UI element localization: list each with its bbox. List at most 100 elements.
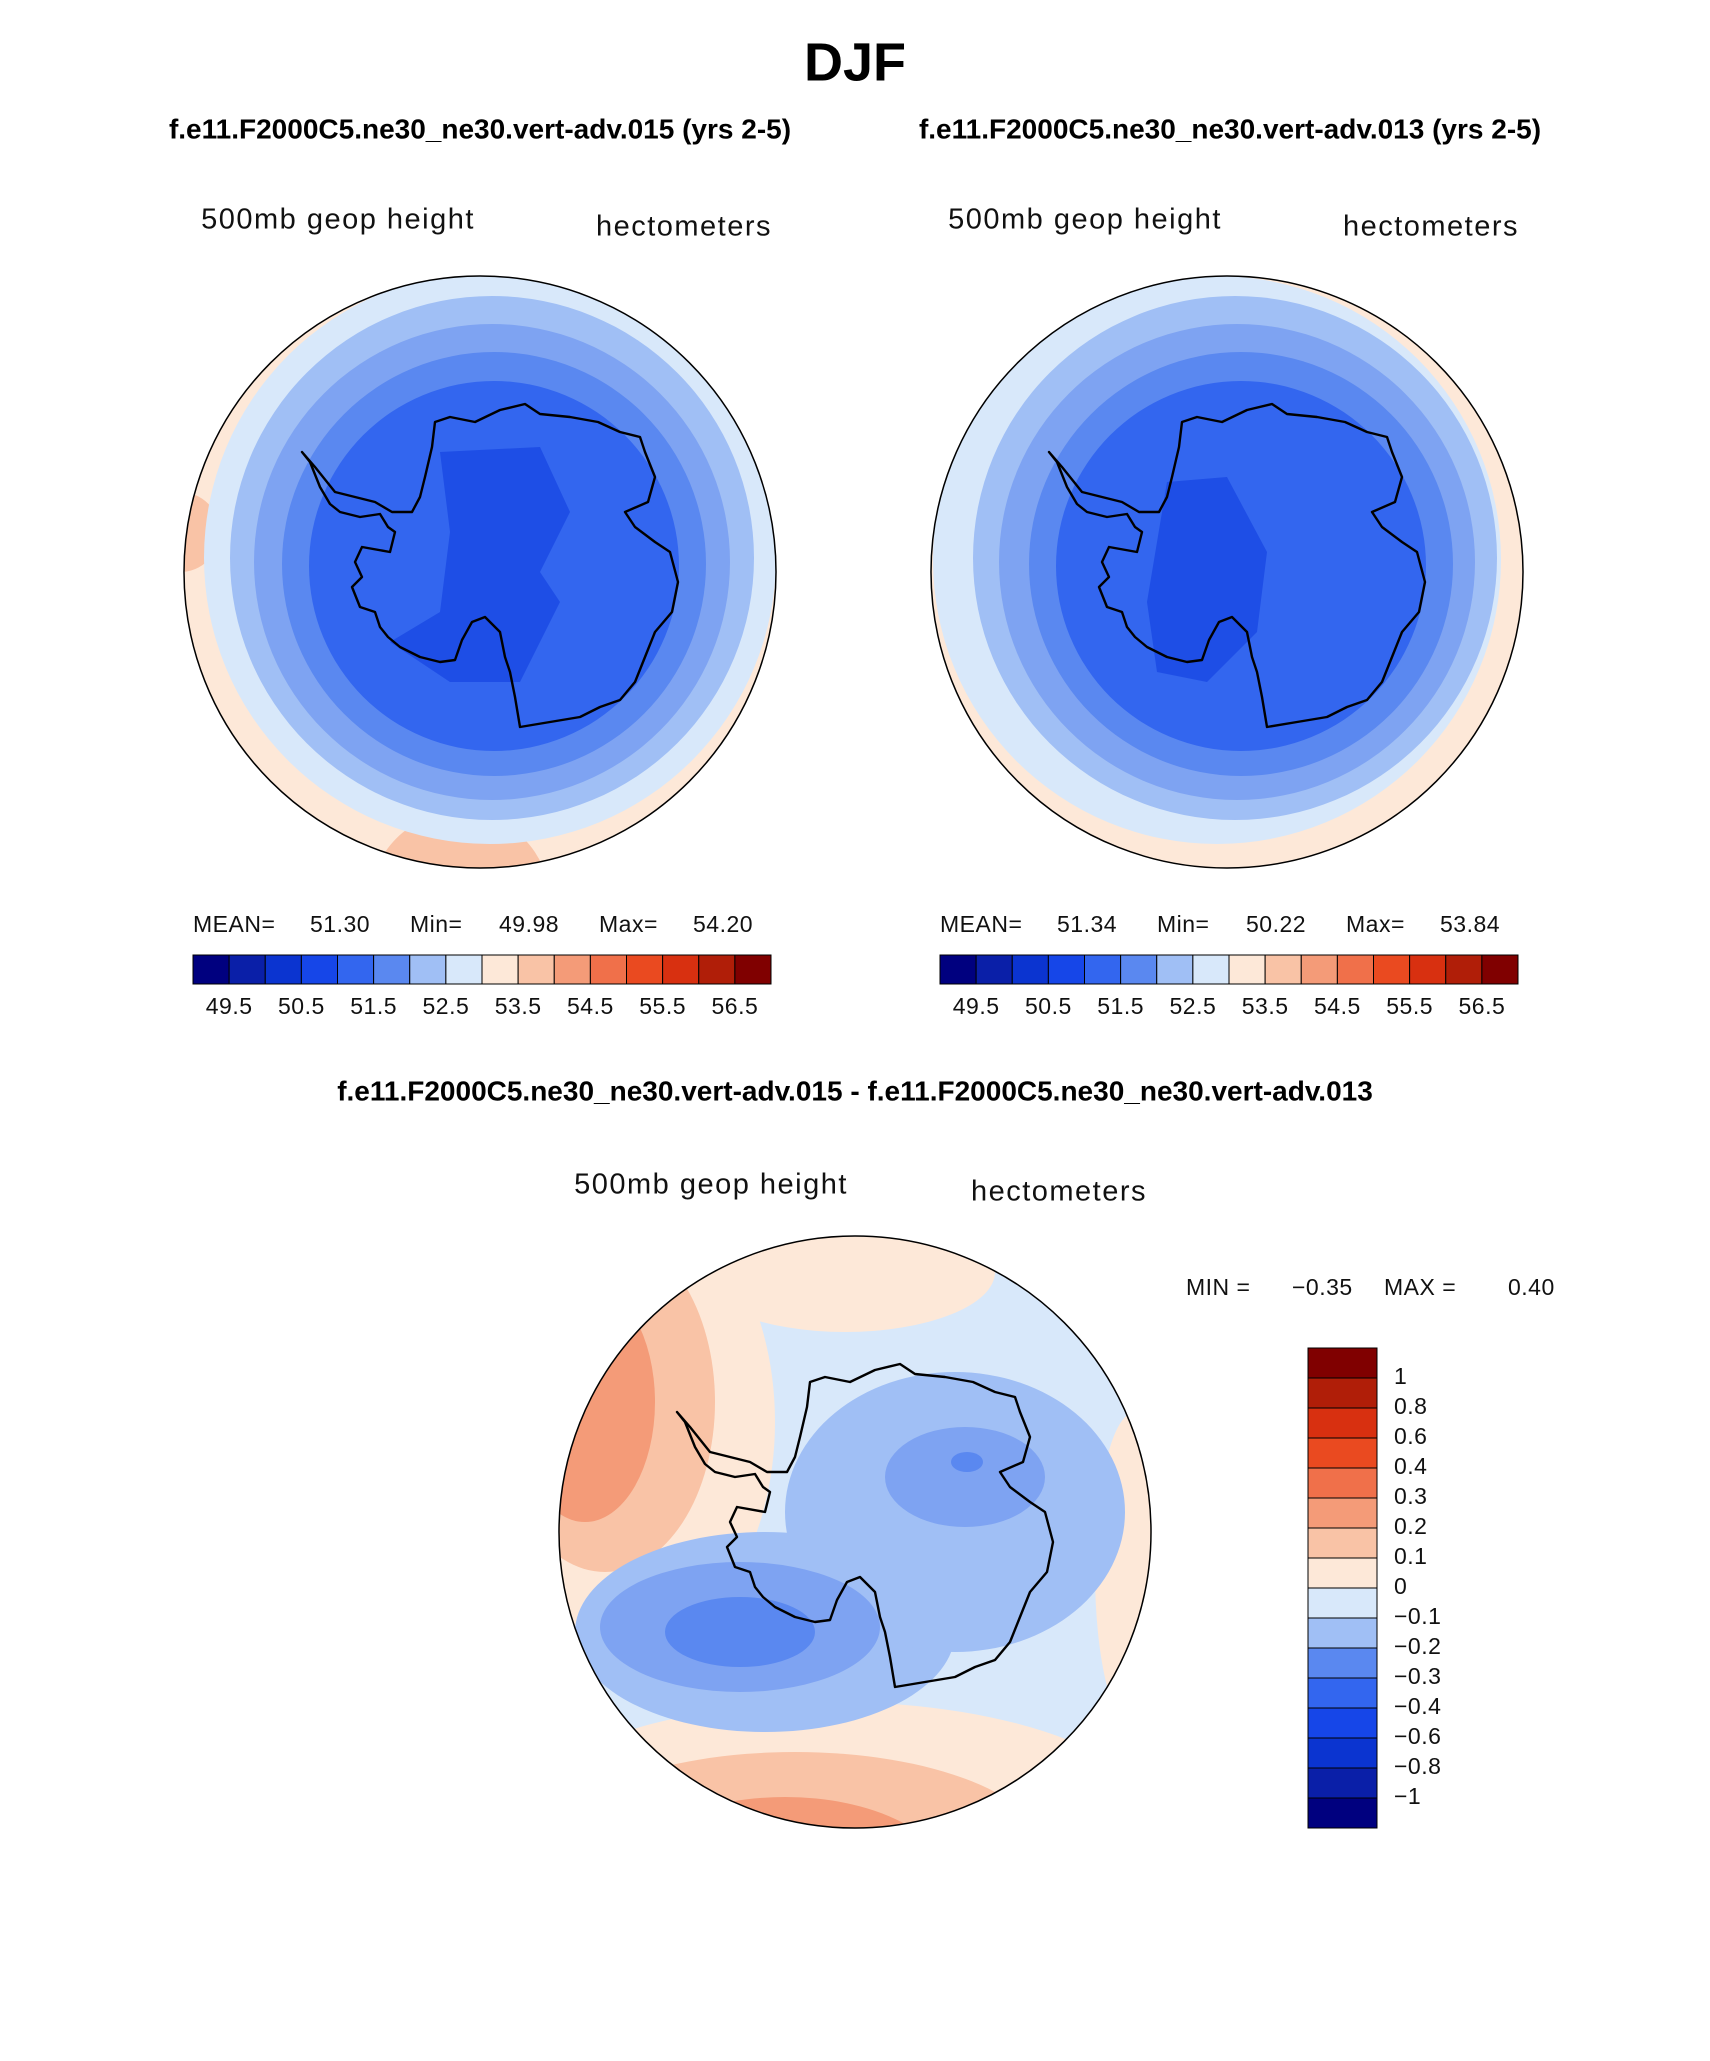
colorbar-label: 49.5 <box>953 993 1000 1019</box>
colorbar-box <box>1011 954 1049 985</box>
colorbar-label: 56.5 <box>1458 993 1505 1019</box>
stat-label: Max= <box>599 911 658 937</box>
colorbar-box <box>1307 1677 1378 1709</box>
figure-title: DJF <box>804 32 906 92</box>
stat-value: 51.30 <box>310 911 370 937</box>
colorbar-box <box>1307 1407 1378 1439</box>
colorbar-label: 50.5 <box>1025 993 1072 1019</box>
colorbar-box <box>1156 954 1194 985</box>
colorbar-label: 49.5 <box>206 993 253 1019</box>
colorbar-label: 0.2 <box>1394 1513 1427 1539</box>
colorbar-label: 50.5 <box>278 993 325 1019</box>
colorbar-label: 0.6 <box>1394 1423 1427 1449</box>
field-label: 500mb geop height <box>948 204 1222 236</box>
colorbar-box <box>1307 1377 1378 1409</box>
colorbar-label: 0.3 <box>1394 1483 1427 1509</box>
colorbar-box <box>1307 1737 1378 1769</box>
colorbar-box <box>1409 954 1447 985</box>
colorbar-box <box>481 954 519 985</box>
stat-label: MIN = <box>1186 1274 1250 1300</box>
stat-value: 54.20 <box>693 911 753 937</box>
colorbar-box <box>1307 1617 1378 1649</box>
colorbar-label: 53.5 <box>495 993 542 1019</box>
colorbar-label: 0.8 <box>1394 1393 1427 1419</box>
colorbar-box <box>939 954 977 985</box>
units-label: hectometers <box>596 211 772 243</box>
colorbar-label: 0.1 <box>1394 1543 1427 1569</box>
stat-value: 53.84 <box>1440 911 1500 937</box>
colorbar-box <box>1307 1767 1378 1799</box>
colorbar-box <box>1307 1587 1378 1619</box>
colorbar-box <box>734 954 772 985</box>
colorbar-box <box>1047 954 1085 985</box>
colorbar-box <box>1084 954 1122 985</box>
stat-value: 0.40 <box>1508 1274 1555 1300</box>
stat-label: MEAN= <box>940 911 1022 937</box>
colorbar-box <box>662 954 700 985</box>
colorbar-label: 55.5 <box>1386 993 1433 1019</box>
colorbar-box <box>1307 1467 1378 1499</box>
stat-label: MEAN= <box>193 911 275 937</box>
map-panel <box>558 1235 1152 1829</box>
units-label: hectometers <box>1343 211 1519 243</box>
colorbar-box <box>228 954 266 985</box>
colorbar-label: −0.6 <box>1394 1723 1441 1749</box>
colorbar-box <box>373 954 411 985</box>
colorbar-label: 51.5 <box>350 993 397 1019</box>
colorbar-label: −0.1 <box>1394 1603 1441 1629</box>
colorbar-box <box>1481 954 1519 985</box>
colorbar-box <box>589 954 627 985</box>
stat-label: Min= <box>410 911 463 937</box>
colorbar-label: 54.5 <box>567 993 614 1019</box>
stat-label: Max= <box>1346 911 1405 937</box>
colorbar-box <box>698 954 736 985</box>
panel-subtitle: f.e11.F2000C5.ne30_ne30.vert-adv.015 (yr… <box>169 113 791 144</box>
colorbar-label: −1 <box>1394 1783 1421 1809</box>
colorbar-box <box>1307 1707 1378 1739</box>
colorbar-box <box>1264 954 1302 985</box>
colorbar-box <box>1307 1347 1378 1379</box>
colorbar-box <box>409 954 447 985</box>
stat-label: Min= <box>1157 911 1210 937</box>
colorbar-label: 56.5 <box>711 993 758 1019</box>
colorbar-box <box>1307 1797 1378 1829</box>
colorbar-box <box>445 954 483 985</box>
field-label: 500mb geop height <box>574 1169 848 1201</box>
colorbar-box <box>1307 1437 1378 1469</box>
colorbar-box <box>1336 954 1374 985</box>
colorbar-label: 0.4 <box>1394 1453 1427 1479</box>
field-label: 500mb geop height <box>201 204 475 236</box>
colorbar-label: 53.5 <box>1242 993 1289 1019</box>
map-panel <box>183 275 777 869</box>
difference-title: f.e11.F2000C5.ne30_ne30.vert-adv.015 - f… <box>337 1075 1373 1106</box>
colorbar-label: −0.3 <box>1394 1663 1441 1689</box>
colorbar-label: 52.5 <box>422 993 469 1019</box>
colorbar-label: 0 <box>1394 1573 1407 1599</box>
colorbar-box <box>1300 954 1338 985</box>
colorbar-label: 1 <box>1394 1363 1407 1389</box>
stat-value: −0.35 <box>1292 1274 1353 1300</box>
colorbar-box <box>1192 954 1230 985</box>
units-label: hectometers <box>971 1176 1147 1208</box>
colorbar-box <box>553 954 591 985</box>
colorbar-label: 52.5 <box>1169 993 1216 1019</box>
colorbar-label: 55.5 <box>639 993 686 1019</box>
colorbar-box <box>975 954 1013 985</box>
colorbar-label: 54.5 <box>1314 993 1361 1019</box>
colorbar-box <box>517 954 555 985</box>
colorbar-box <box>1307 1497 1378 1529</box>
panel-subtitle: f.e11.F2000C5.ne30_ne30.vert-adv.013 (yr… <box>919 113 1541 144</box>
colorbar-box <box>626 954 664 985</box>
stat-value: 49.98 <box>499 911 559 937</box>
colorbar-box <box>1228 954 1266 985</box>
colorbar-box <box>192 954 230 985</box>
colorbar-box <box>1307 1527 1378 1559</box>
colorbar-label: −0.8 <box>1394 1753 1441 1779</box>
colorbar-box <box>300 954 338 985</box>
colorbar-box <box>1445 954 1483 985</box>
colorbar-box <box>337 954 375 985</box>
colorbar-box <box>1373 954 1411 985</box>
